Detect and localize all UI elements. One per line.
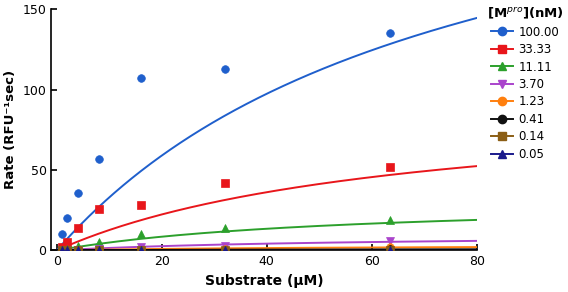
- Y-axis label: Rate (RFU⁻¹sec): Rate (RFU⁻¹sec): [4, 70, 17, 189]
- Legend: 100.00, 33.33, 11.11, 3.70, 1.23, 0.41, 0.14, 0.05: 100.00, 33.33, 11.11, 3.70, 1.23, 0.41, …: [487, 6, 563, 161]
- X-axis label: Substrate (μM): Substrate (μM): [205, 274, 323, 288]
